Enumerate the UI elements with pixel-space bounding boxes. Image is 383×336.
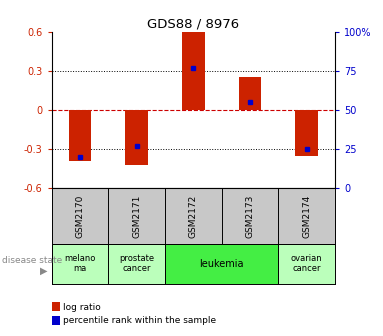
Text: GSM2172: GSM2172 [189,194,198,238]
Title: GDS88 / 8976: GDS88 / 8976 [147,18,239,31]
Bar [125,110,148,165]
Text: disease state: disease state [2,256,62,265]
Bar [69,110,92,161]
Text: prostate
cancer: prostate cancer [119,254,154,274]
Bar [295,110,318,156]
Bar [182,31,205,110]
Text: GSM2173: GSM2173 [246,194,255,238]
Bar [239,78,262,110]
Text: GSM2170: GSM2170 [75,194,85,238]
Text: ovarian
cancer: ovarian cancer [291,254,322,274]
Bar [108,244,165,284]
Bar [278,244,335,284]
Bar [52,244,108,284]
Text: ▶: ▶ [40,265,48,276]
Bar [165,244,278,284]
Text: GSM2171: GSM2171 [132,194,141,238]
Text: GSM2174: GSM2174 [302,194,311,238]
Text: percentile rank within the sample: percentile rank within the sample [63,317,216,325]
Text: leukemia: leukemia [200,259,244,269]
Text: log ratio: log ratio [63,303,101,312]
Text: melano
ma: melano ma [64,254,96,274]
